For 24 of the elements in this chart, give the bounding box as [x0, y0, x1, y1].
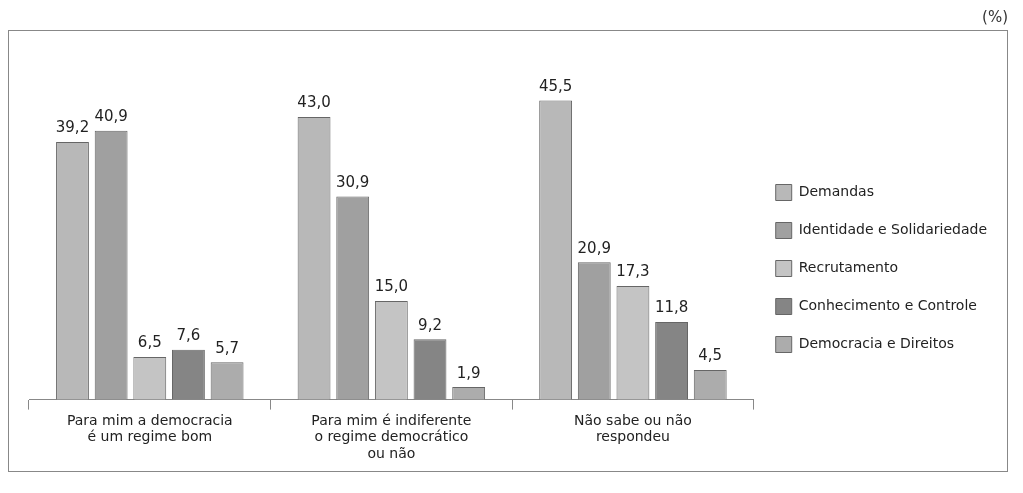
- data-label: 45,5: [538, 76, 573, 95]
- legend-label: Conhecimento e Controle: [798, 297, 977, 314]
- x-tick-label: Não sabe ou não respondeu: [574, 411, 692, 445]
- data-label: 7,6: [176, 326, 201, 345]
- data-label: 17,3: [616, 262, 650, 281]
- legend-label: Identidade e Solidariedade: [798, 221, 988, 238]
- data-label: 15,0: [374, 277, 409, 296]
- data-label: 9,2: [418, 315, 442, 334]
- data-label: 20,9: [577, 238, 611, 257]
- legend-label: Recrutamento: [798, 259, 899, 276]
- data-label: 6,5: [137, 333, 162, 352]
- data-label: 39,2: [55, 118, 90, 137]
- data-label: 4,5: [698, 346, 723, 365]
- data-label: 5,7: [215, 338, 240, 357]
- data-label: 1,9: [456, 363, 481, 382]
- text: (%): [982, 8, 1008, 26]
- x-tick-label: Para mim a democracia é um regime bom: [66, 411, 233, 445]
- data-label: 40,9: [94, 107, 128, 126]
- x-tick-label: Para mim é indiferente o regime democrático ou não: [311, 411, 472, 462]
- legend-label: Demandas: [798, 183, 874, 200]
- data-label: 43,0: [297, 93, 331, 112]
- data-label: 11,8: [654, 298, 689, 317]
- legend-label: Democracia e Direitos: [798, 335, 954, 352]
- data-label: 30,9: [336, 172, 370, 191]
